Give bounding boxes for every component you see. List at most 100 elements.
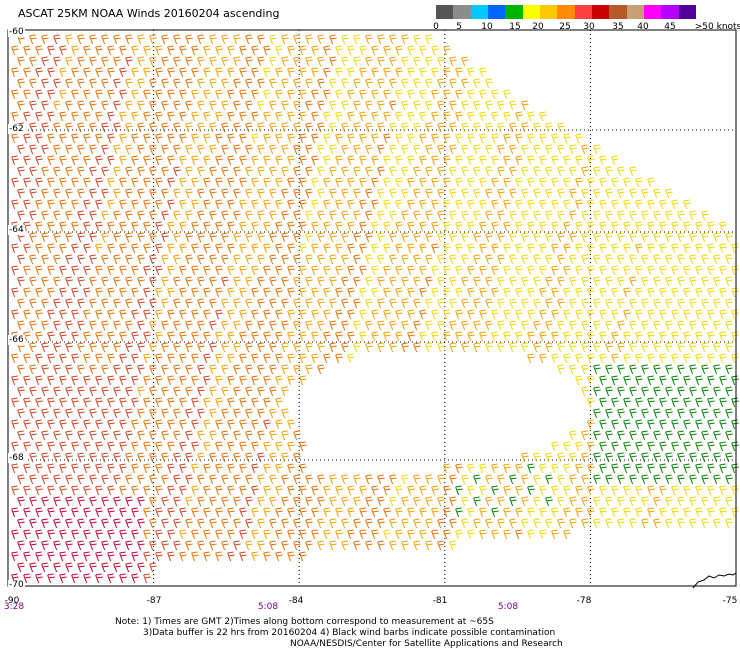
wind-barb [563, 309, 571, 320]
wind-barb [185, 254, 193, 265]
wind-barb [185, 342, 193, 353]
wind-barb [503, 199, 511, 210]
wind-barb [221, 210, 229, 221]
wind-barb [629, 386, 637, 397]
wind-barb [251, 551, 259, 562]
wind-barb [509, 166, 517, 177]
wind-barb [695, 485, 703, 496]
wind-barb [95, 265, 103, 276]
wind-barb [533, 188, 541, 199]
wind-barb [137, 386, 145, 397]
wind-barb [323, 133, 331, 144]
wind-barb [563, 507, 571, 518]
wind-barb [455, 155, 463, 166]
wind-barb [221, 540, 229, 551]
wind-barb [101, 78, 109, 89]
wind-barb [119, 573, 127, 584]
wind-barb [125, 166, 133, 177]
wind-barb [695, 265, 703, 276]
wind-barb [59, 573, 67, 584]
wind-barb [605, 452, 613, 463]
wind-barb [515, 265, 523, 276]
lon-label: -84 [288, 596, 304, 606]
wind-barb [263, 463, 271, 474]
wind-barb [281, 276, 289, 287]
wind-barb [71, 309, 79, 320]
wind-barb [65, 56, 73, 67]
wind-barb [65, 474, 73, 485]
wind-barb [119, 89, 127, 100]
wind-barb [209, 452, 217, 463]
wind-barb [551, 441, 559, 452]
wind-barb [383, 287, 391, 298]
wind-barb [197, 430, 205, 441]
wind-barb [701, 342, 709, 353]
wind-barb [335, 353, 343, 364]
wind-barb [431, 265, 439, 276]
wind-barb [515, 155, 523, 166]
wind-barb [167, 353, 175, 364]
wind-barb [353, 166, 361, 177]
wind-barb [221, 386, 229, 397]
wind-barb [671, 309, 679, 320]
wind-barb [671, 485, 679, 496]
wind-barb [59, 243, 67, 254]
wind-barb [365, 210, 373, 221]
wind-barb [605, 210, 613, 221]
wind-barb [101, 342, 109, 353]
wind-barb [95, 331, 103, 342]
wind-barb [263, 155, 271, 166]
wind-barb [449, 122, 457, 133]
wind-barb [419, 45, 427, 56]
wind-barb [125, 122, 133, 133]
wind-barb [251, 485, 259, 496]
wind-barb [401, 254, 409, 265]
wind-barb [473, 254, 481, 265]
wind-barb [179, 463, 187, 474]
wind-barb [125, 408, 133, 419]
wind-barb [713, 342, 721, 353]
wind-barb [611, 177, 619, 188]
wind-barb [167, 309, 175, 320]
wind-barb [221, 276, 229, 287]
wind-barb [605, 320, 613, 331]
wind-barb [593, 364, 601, 375]
wind-barb [215, 67, 223, 78]
wind-barb [35, 397, 43, 408]
wind-barb [503, 287, 511, 298]
wind-barb [731, 419, 739, 430]
wind-barb [701, 474, 709, 485]
wind-barb [479, 67, 487, 78]
wind-barb [335, 45, 343, 56]
wind-barb [29, 166, 37, 177]
wind-barb [377, 78, 385, 89]
wind-barb [155, 89, 163, 100]
wind-barb [311, 353, 319, 364]
wind-barb [707, 419, 715, 430]
wind-barb [575, 485, 583, 496]
wind-barb [479, 133, 487, 144]
wind-barb [347, 507, 355, 518]
wind-barb [329, 188, 337, 199]
wind-barb [251, 331, 259, 342]
wind-barb [701, 320, 709, 331]
wind-barb [533, 144, 541, 155]
map-frame [7, 29, 737, 587]
wind-barb [521, 298, 529, 309]
wind-barb [143, 287, 151, 298]
wind-barb [377, 342, 385, 353]
wind-barb [347, 353, 355, 364]
wind-barb [275, 265, 283, 276]
wind-barb [137, 320, 145, 331]
wind-barb [479, 485, 487, 496]
wind-barb [149, 298, 157, 309]
wind-barb [425, 496, 433, 507]
wind-barb [533, 276, 541, 287]
wind-barb [665, 276, 673, 287]
wind-barb [227, 89, 235, 100]
wind-barb [425, 540, 433, 551]
wind-barb [287, 419, 295, 430]
wind-barb [329, 254, 337, 265]
wind-barb [485, 232, 493, 243]
wind-barb [701, 276, 709, 287]
